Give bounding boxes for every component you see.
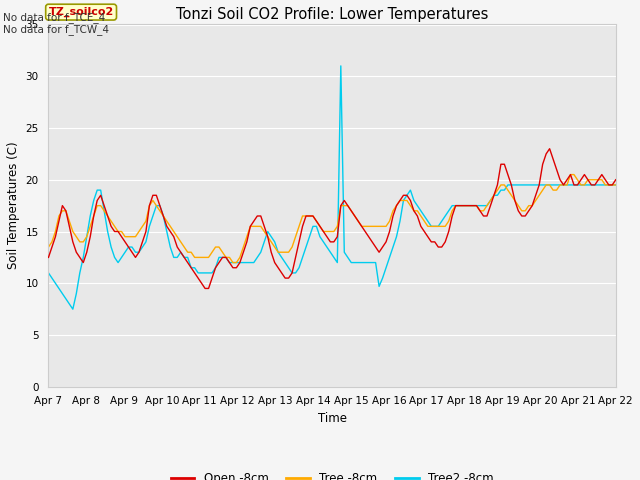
Legend: Open -8cm, Tree -8cm, Tree2 -8cm: Open -8cm, Tree -8cm, Tree2 -8cm xyxy=(166,467,499,480)
Y-axis label: Soil Temperatures (C): Soil Temperatures (C) xyxy=(7,142,20,269)
Text: No data for f_TCW_4: No data for f_TCW_4 xyxy=(3,24,109,35)
Text: TZ_soilco2: TZ_soilco2 xyxy=(49,7,114,17)
X-axis label: Time: Time xyxy=(317,412,347,425)
Title: Tonzi Soil CO2 Profile: Lower Temperatures: Tonzi Soil CO2 Profile: Lower Temperatur… xyxy=(176,7,488,22)
Text: No data for f_TCE_4: No data for f_TCE_4 xyxy=(3,12,106,23)
